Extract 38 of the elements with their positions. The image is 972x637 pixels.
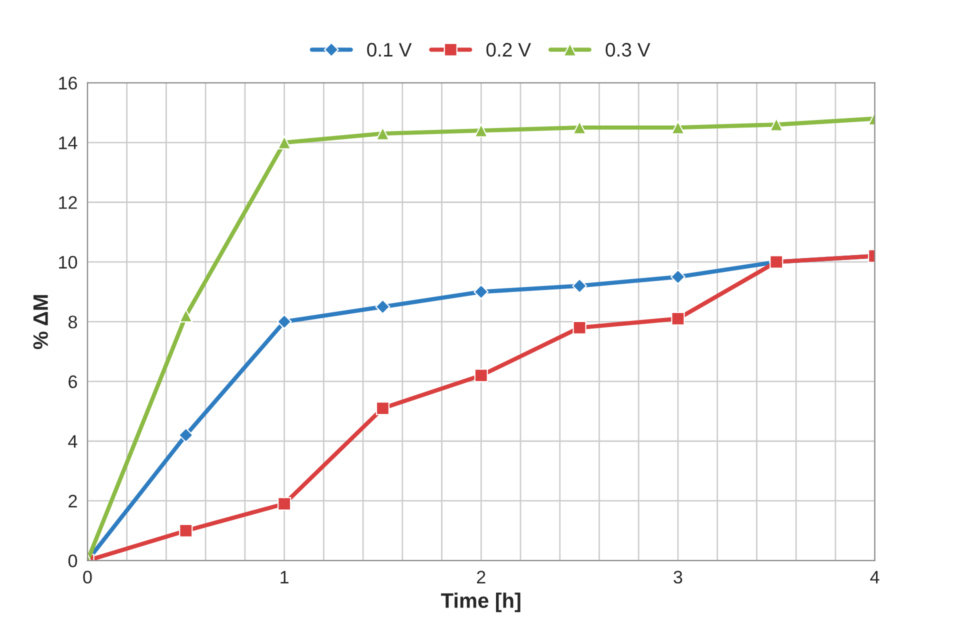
point bbox=[671, 312, 685, 326]
y-axis-title: % ΔM bbox=[33, 295, 48, 350]
point bbox=[671, 120, 685, 134]
point bbox=[278, 136, 292, 150]
point bbox=[474, 284, 489, 300]
point bbox=[572, 320, 586, 334]
point bbox=[572, 120, 586, 134]
x-tick-label: 0 bbox=[83, 570, 92, 584]
y-tick-label: 14 bbox=[59, 136, 78, 150]
y-tick-label: 8 bbox=[68, 316, 77, 328]
x-tick-label: 3 bbox=[674, 570, 682, 584]
point bbox=[474, 368, 488, 382]
y-tick-label: 6 bbox=[68, 375, 77, 388]
point bbox=[375, 299, 390, 314]
y-tick-label: 10 bbox=[59, 256, 78, 269]
point bbox=[179, 524, 193, 538]
y-tick-label: 12 bbox=[59, 196, 77, 209]
point bbox=[376, 401, 390, 416]
legend-label: 0.1 V bbox=[367, 42, 412, 57]
point bbox=[770, 118, 784, 132]
legend-label: 0.3 V bbox=[606, 42, 650, 57]
point bbox=[670, 269, 686, 284]
x-tick-label: 1 bbox=[280, 570, 288, 584]
y-tick-label: 2 bbox=[68, 494, 77, 508]
point bbox=[178, 428, 194, 443]
legend-label: 0.2 V bbox=[486, 42, 531, 57]
point bbox=[376, 126, 390, 140]
x-tick-label: 2 bbox=[477, 570, 486, 584]
y-tick-label: 16 bbox=[59, 76, 77, 90]
point bbox=[572, 278, 587, 294]
y-tick-label: 0 bbox=[68, 554, 78, 568]
x-tick-label: 4 bbox=[870, 570, 880, 584]
x-axis-title: Time [h] bbox=[441, 592, 520, 612]
point bbox=[278, 497, 292, 511]
y-tick-label: 4 bbox=[68, 435, 78, 448]
point bbox=[179, 308, 193, 323]
point bbox=[276, 314, 292, 330]
point bbox=[474, 124, 488, 138]
